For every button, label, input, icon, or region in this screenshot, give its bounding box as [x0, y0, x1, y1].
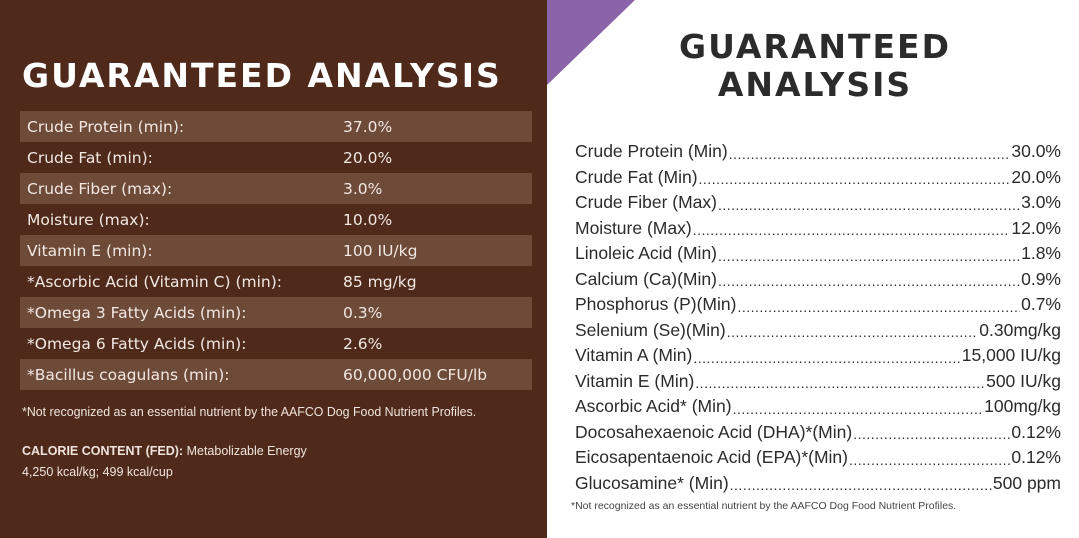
right-table-row: Vitamin E (Min).........................… — [575, 369, 1061, 395]
calorie-line2: 4,250 kcal/kg; 499 kcal/cup — [22, 465, 173, 479]
nutrient-value: 85 mg/kg — [343, 272, 417, 291]
dot-leader: ........................................… — [729, 477, 992, 494]
right-table-row: Linoleic Acid (Min).....................… — [575, 241, 1061, 267]
dot-leader: ........................................… — [717, 273, 1020, 290]
right-title: GUARANTEED ANALYSIS — [547, 28, 1079, 104]
right-footnote: *Not recognized as an essential nutrient… — [571, 500, 957, 512]
nutrient-label: Linoleic Acid (Min) — [575, 243, 717, 264]
nutrient-label: Crude Fat (min): — [27, 148, 153, 167]
nutrient-label: Moisture (Max) — [575, 217, 692, 238]
nutrient-label: Crude Fat (Min) — [575, 166, 698, 187]
nutrient-label: Calcium (Ca)(Min) — [575, 268, 717, 289]
right-analysis-table: Crude Protein (Min).....................… — [575, 139, 1061, 496]
nutrient-value: 20.0% — [343, 148, 393, 167]
nutrient-label: *Omega 6 Fatty Acids (min): — [27, 334, 247, 353]
nutrient-value: 500 ppm — [992, 472, 1061, 493]
right-table-row: Glucosamine* (Min)......................… — [575, 471, 1061, 497]
right-table-row: Eicosapentaenoic Acid (EPA)*(Min).......… — [575, 445, 1061, 471]
right-table-row: Calcium (Ca)(Min).......................… — [575, 267, 1061, 293]
nutrient-label: Vitamin E (Min) — [575, 370, 695, 391]
dot-leader: ........................................… — [717, 196, 1020, 213]
nutrient-value: 1.8% — [1021, 243, 1061, 264]
left-table-row: *Ascorbic Acid (Vitamin C) (min): 85 mg/k… — [20, 266, 532, 297]
nutrient-label: Crude Fiber (max): — [27, 179, 173, 198]
left-table-row: Crude Fat (min): 20.0% — [20, 142, 532, 173]
dot-leader: ........................................… — [692, 222, 1011, 239]
nutrient-value: 100mg/kg — [984, 396, 1061, 417]
nutrient-value: 60,000,000 CFU/lb — [343, 365, 488, 384]
nutrient-value: 3.0% — [343, 179, 383, 198]
left-analysis-table: Crude Protein (min): 37.0% Crude Fat (min)… — [20, 111, 532, 390]
nutrient-label: Eicosapentaenoic Acid (EPA)*(Min) — [575, 447, 848, 468]
dot-leader: ........................................… — [849, 451, 1011, 468]
dot-leader: ........................................… — [695, 375, 986, 392]
nutrient-label: Docosahexaenoic Acid (DHA)*(Min) — [575, 421, 853, 442]
calorie-content: CALORIE CONTENT (FED): Metabolizable Ene… — [22, 441, 522, 483]
nutrient-value: 100 IU/kg — [343, 241, 418, 260]
left-table-row: *Omega 3 Fatty Acids (min): 0.3% — [20, 297, 532, 328]
nutrient-label: Phosphorus (P)(Min) — [575, 294, 737, 315]
nutrient-value: 0.9% — [1021, 268, 1061, 289]
nutrient-label: Crude Protein (Min) — [575, 141, 728, 162]
nutrient-value: 15,000 IU/kg — [961, 345, 1061, 366]
left-table-row: Crude Fiber (max): 3.0% — [20, 173, 532, 204]
nutrient-label: Crude Protein (min): — [27, 117, 185, 136]
dot-leader: ........................................… — [732, 400, 984, 417]
dot-leader: ........................................… — [853, 426, 1011, 443]
nutrient-value: 0.7% — [1021, 294, 1061, 315]
nutrient-label: *Bacillus coagulans (min): — [27, 365, 230, 384]
left-title: GUARANTEED ANALYSIS — [22, 56, 502, 95]
nutrient-label: *Omega 3 Fatty Acids (min): — [27, 303, 247, 322]
nutrient-value: 500 IU/kg — [986, 370, 1061, 391]
right-title-line1: GUARANTEED — [679, 27, 951, 66]
dot-leader: ........................................… — [718, 247, 1020, 264]
nutrient-label: Moisture (max): — [27, 210, 150, 229]
right-table-row: Moisture (Max)..........................… — [575, 216, 1061, 242]
right-table-row: Docosahexaenoic Acid (DHA)*(Min)........… — [575, 420, 1061, 446]
nutrient-label: Vitamin A (Min) — [575, 345, 693, 366]
right-table-row: Crude Fiber (Max).......................… — [575, 190, 1061, 216]
left-analysis-panel: GUARANTEED ANALYSIS Crude Protein (min):… — [0, 0, 547, 538]
left-table-row: *Bacillus coagulans (min): 60,000,000 CFU… — [20, 359, 532, 390]
nutrient-value: 20.0% — [1011, 166, 1061, 187]
right-table-row: Crude Protein (Min).....................… — [575, 139, 1061, 165]
right-table-row: Vitamin A (Min).........................… — [575, 343, 1061, 369]
left-table-row: Crude Protein (min): 37.0% — [20, 111, 532, 142]
nutrient-label: Vitamin E (min): — [27, 241, 153, 260]
nutrient-value: 37.0% — [343, 117, 393, 136]
left-table-row: Vitamin E (min): 100 IU/kg — [20, 235, 532, 266]
left-table-row: *Omega 6 Fatty Acids (min): 2.6% — [20, 328, 532, 359]
right-analysis-panel: GUARANTEED ANALYSIS Crude Protein (Min).… — [547, 0, 1079, 538]
right-table-row: Ascorbic Acid* (Min)....................… — [575, 394, 1061, 420]
nutrient-label: Ascorbic Acid* (Min) — [575, 396, 732, 417]
nutrient-value: 30.0% — [1011, 141, 1061, 162]
nutrient-value: 0.3% — [343, 303, 383, 322]
dot-leader: ........................................… — [698, 171, 1011, 188]
nutrient-label: Glucosamine* (Min) — [575, 472, 729, 493]
right-table-row: Selenium (Se)(Min)......................… — [575, 318, 1061, 344]
right-table-row: Crude Fat (Min).........................… — [575, 165, 1061, 191]
calorie-line1: Metabolizable Energy — [183, 444, 307, 458]
right-title-line2: ANALYSIS — [717, 65, 913, 104]
nutrient-value: 3.0% — [1021, 192, 1061, 213]
nutrient-value: 10.0% — [343, 210, 393, 229]
dot-leader: ........................................… — [737, 298, 1020, 315]
nutrient-value: 0.30mg/kg — [979, 319, 1061, 340]
nutrient-value: 0.12% — [1011, 421, 1061, 442]
nutrient-label: Crude Fiber (Max) — [575, 192, 717, 213]
dot-leader: ........................................… — [693, 349, 961, 366]
nutrient-value: 2.6% — [343, 334, 383, 353]
nutrient-label: *Ascorbic Acid (Vitamin C) (min): — [27, 272, 283, 291]
nutrient-value: 12.0% — [1011, 217, 1061, 238]
dot-leader: ........................................… — [726, 324, 979, 341]
left-footnote: *Not recognized as an essential nutrient… — [22, 405, 477, 419]
nutrient-value: 0.12% — [1011, 447, 1061, 468]
corner-triangle-decoration — [547, 0, 635, 85]
nutrient-label: Selenium (Se)(Min) — [575, 319, 726, 340]
right-table-row: Phosphorus (P)(Min).....................… — [575, 292, 1061, 318]
left-table-row: Moisture (max): 10.0% — [20, 204, 532, 235]
calorie-label: CALORIE CONTENT (FED): — [22, 444, 184, 458]
dot-leader: ........................................… — [728, 145, 1011, 162]
